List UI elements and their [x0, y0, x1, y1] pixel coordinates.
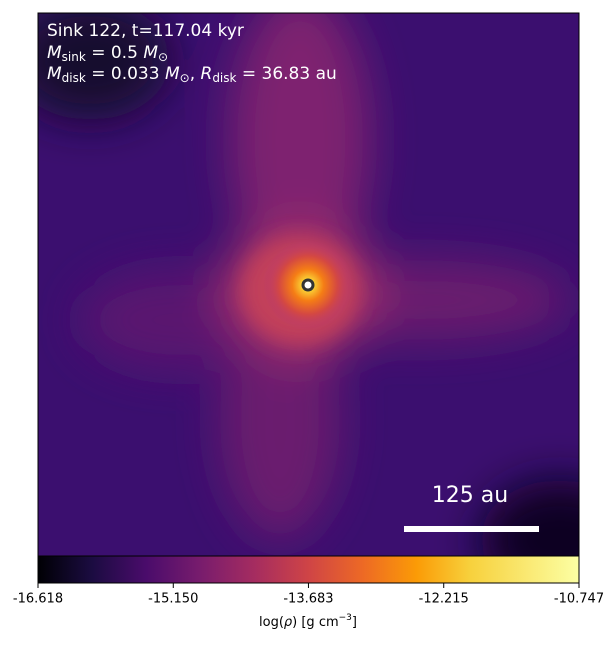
colorbar-tick-label: -13.683: [283, 592, 333, 607]
scale-bar-label: 125 au: [432, 483, 508, 508]
colorbar-tick-label: -16.618: [13, 592, 63, 607]
colorbar-label: log(ρ) [g cm−3]: [259, 613, 357, 630]
colorbar-tick-label: -12.215: [419, 592, 469, 607]
sink-marker: [301, 278, 315, 292]
colorbar-tick-label: -10.747: [554, 592, 604, 607]
colorbar-tick-label: -15.150: [148, 592, 198, 607]
scale-bar: [404, 526, 539, 532]
annotation: Msink = 0.5 M⊙: [47, 43, 168, 64]
annotation: Sink 122, t=117.04 kyr: [47, 21, 244, 41]
density-map: [38, 13, 579, 556]
annotation: Mdisk = 0.033 M⊙, Rdisk = 36.83 au: [47, 64, 337, 85]
colorbar: [37, 555, 580, 584]
